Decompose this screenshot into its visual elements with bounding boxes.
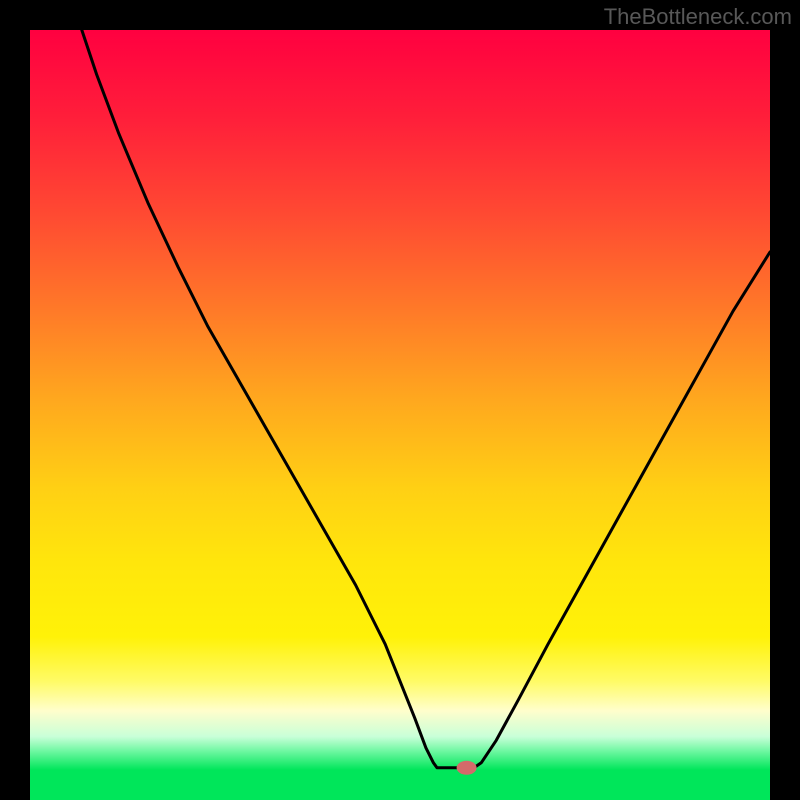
optimal-point-marker — [457, 761, 477, 775]
frame-right — [770, 0, 800, 800]
bottleneck-chart: TheBottleneck.com — [0, 0, 800, 800]
chart-svg — [0, 0, 800, 800]
frame-top — [0, 0, 800, 30]
frame-bottom — [30, 770, 770, 800]
frame-corner-br — [770, 770, 800, 800]
plot-background — [30, 30, 770, 770]
frame-left — [0, 0, 30, 800]
frame-corner-bl — [0, 770, 30, 800]
